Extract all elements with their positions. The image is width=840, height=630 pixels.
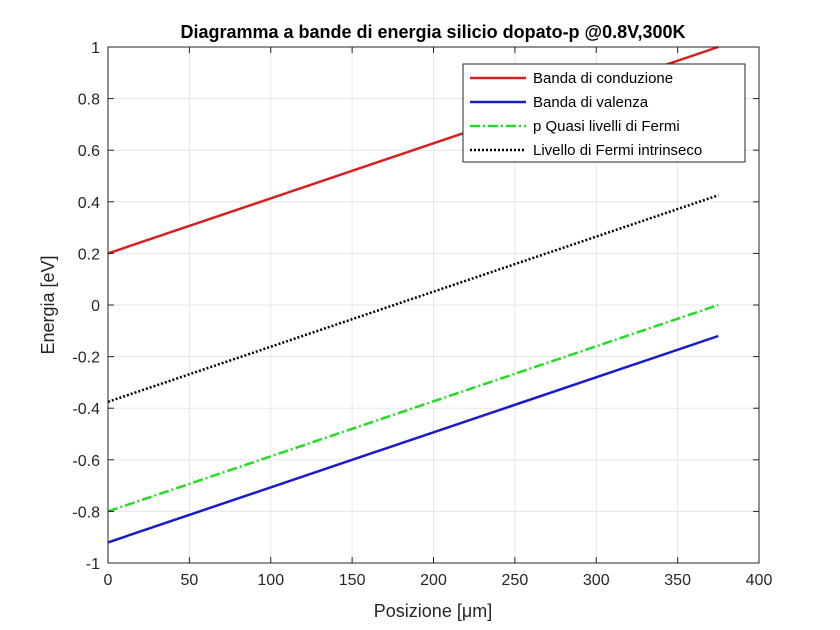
legend-label-1: Banda di conduzione <box>533 70 673 87</box>
y-tick-labels: -1 -0.8 -0.6 -0.4 -0.2 0 0.2 0.4 0.6 0.8 1 <box>72 40 100 573</box>
y-tick-label: -1 <box>86 556 100 573</box>
y-tick-label: -0.6 <box>72 453 100 470</box>
legend-label-2: Banda di valenza <box>533 94 649 111</box>
x-tick-labels: 0 50 100 150 200 250 300 350 400 <box>104 572 773 589</box>
ticks <box>107 46 760 564</box>
series-line-3 <box>107 303 719 513</box>
y-tick-label: 1 <box>91 40 100 57</box>
x-tick-label: 400 <box>746 572 773 589</box>
legend-label-3: p Quasi livelli di Fermi <box>533 118 680 135</box>
legend: Banda di conduzione Banda di valenza p Qua… <box>462 63 746 163</box>
y-tick-label: 0.2 <box>78 246 100 263</box>
y-tick-label: -0.2 <box>72 350 100 367</box>
series-line-2 <box>107 334 719 544</box>
legend-label-4: Livello di Fermi intrinseco <box>533 142 702 159</box>
series-line-4 <box>107 194 719 403</box>
y-tick-label: -0.8 <box>72 504 100 521</box>
x-axis-label: Posizione [μm] <box>374 601 492 621</box>
x-tick-label: 100 <box>257 572 284 589</box>
x-tick-label: 250 <box>502 572 529 589</box>
legend-box <box>462 63 746 163</box>
y-axis-label: Energia [eV] <box>38 255 58 354</box>
x-tick-label: 150 <box>339 572 366 589</box>
y-tick-label: 0 <box>91 298 100 315</box>
x-tick-label: 300 <box>583 572 610 589</box>
x-tick-label: 350 <box>664 572 691 589</box>
y-tick-label: 0.8 <box>78 92 100 109</box>
x-tick-label: 0 <box>104 572 113 589</box>
x-tick-label: 50 <box>180 572 198 589</box>
y-tick-label: -0.4 <box>72 401 100 418</box>
y-tick-label: 0.6 <box>78 143 100 160</box>
x-tick-label: 200 <box>420 572 447 589</box>
chart-title: Diagramma a bande di energia silicio dop… <box>180 22 685 42</box>
legend-items: Banda di conduzione Banda di valenza p Qua… <box>470 70 702 159</box>
y-tick-label: 0.4 <box>78 195 100 212</box>
